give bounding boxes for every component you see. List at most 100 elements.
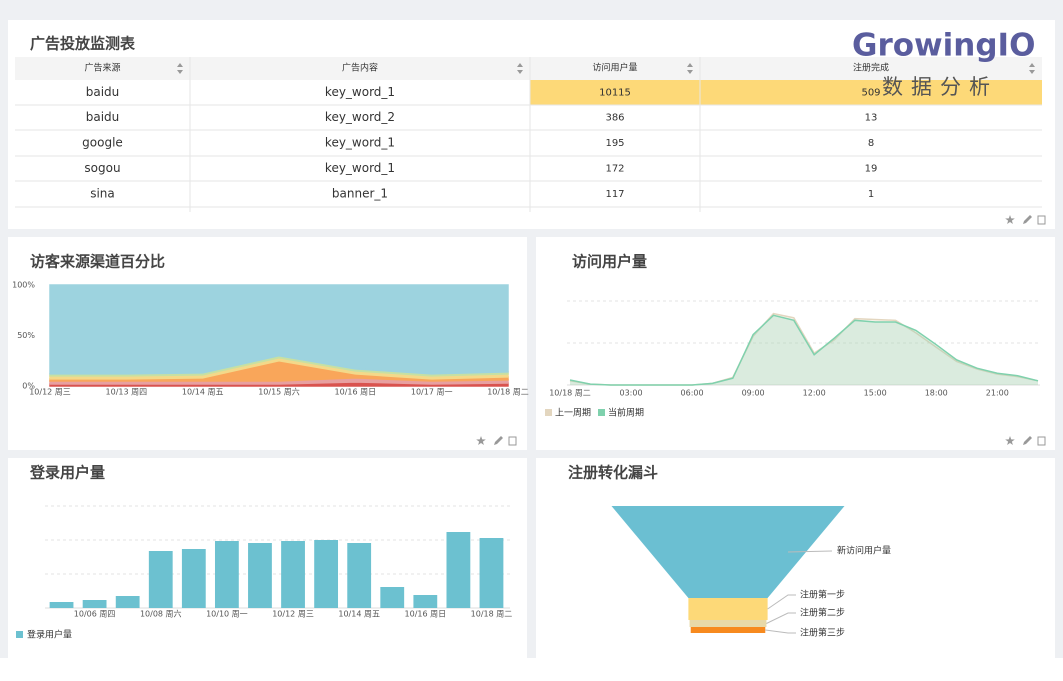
bar	[314, 540, 339, 608]
x-tick-label: 10/17 周一	[411, 388, 453, 397]
edit-icon[interactable]	[1023, 436, 1032, 445]
x-tick-label: 10/10 周一	[206, 610, 248, 619]
funnel-label: 注册第三步	[800, 627, 845, 639]
bar	[446, 532, 471, 608]
x-tick-label: 10/15 周六	[258, 387, 300, 397]
x-tick-label: 10/18 周二	[471, 610, 513, 619]
bar	[380, 587, 405, 608]
legend-swatch	[598, 409, 605, 416]
table-cell: 195	[605, 138, 624, 149]
table-cell: banner_1	[332, 187, 388, 201]
sort-icon[interactable]	[1029, 63, 1035, 74]
y-tick-label: 50%	[17, 331, 35, 340]
x-tick-label: 10/13 周四	[106, 388, 148, 397]
table-cell: key_word_1	[325, 161, 395, 175]
table-cell: baidu	[86, 110, 120, 124]
funnel-stage	[690, 627, 766, 633]
delete-icon[interactable]	[1037, 215, 1046, 225]
delete-icon[interactable]	[508, 436, 517, 446]
table-cell: sogou	[84, 161, 120, 175]
sort-icon[interactable]	[177, 63, 183, 74]
panel-title: 登录用户量	[29, 464, 105, 482]
table-cell: 172	[605, 164, 624, 175]
star-icon[interactable]	[476, 436, 486, 445]
sort-icon[interactable]	[687, 63, 693, 74]
panel-tools[interactable]	[476, 215, 1046, 446]
leader-line	[787, 550, 833, 553]
x-tick-label: 12:00	[803, 389, 826, 398]
x-tick-label: 10/18 周二	[549, 389, 591, 398]
table-cell: 117	[605, 189, 624, 200]
delete-icon[interactable]	[1037, 436, 1046, 446]
bar	[413, 595, 438, 608]
table-panel	[8, 20, 1055, 229]
table-cell: baidu	[86, 85, 120, 99]
edit-icon[interactable]	[1023, 215, 1032, 224]
legend-label: 登录用户量	[27, 629, 72, 641]
legend-swatch	[545, 409, 552, 416]
x-tick-label: 10/16 周日	[405, 610, 447, 619]
column-header: 广告内容	[342, 62, 378, 74]
table-cell: 8	[868, 138, 874, 149]
star-icon[interactable]	[1005, 436, 1015, 445]
x-tick-label: 10/12 周三	[29, 388, 71, 397]
line	[569, 314, 1039, 386]
star-icon[interactable]	[1005, 215, 1015, 224]
area	[49, 284, 509, 375]
funnel-label: 注册第一步	[800, 589, 845, 601]
table-cell: 10115	[599, 88, 631, 99]
table-cell: key_word_2	[325, 110, 395, 124]
table-cell: key_word_1	[325, 136, 395, 150]
y-tick-label: 100%	[12, 281, 35, 290]
x-tick-label: 18:00	[925, 389, 948, 398]
legend-label: 当前周期	[608, 407, 644, 419]
x-tick-label: 09:00	[742, 389, 765, 398]
table-cell: 13	[865, 113, 878, 124]
table-cell: 1	[868, 189, 874, 200]
funnel-stage	[688, 598, 768, 620]
bar	[214, 541, 239, 608]
table-cell: 386	[605, 113, 624, 124]
leader-line	[765, 629, 796, 634]
leader-line	[767, 594, 796, 610]
table-cell: 19	[865, 164, 878, 175]
table-header	[15, 57, 1042, 80]
x-tick-label: 10/12 周三	[272, 610, 314, 619]
x-tick-label: 15:00	[864, 389, 887, 398]
x-tick-label: 10/08 周六	[140, 609, 182, 619]
bar	[82, 600, 107, 608]
bar	[115, 596, 140, 608]
edit-icon[interactable]	[494, 436, 503, 445]
column-header: 广告来源	[84, 62, 120, 74]
bar	[347, 543, 372, 608]
table-cell: google	[82, 136, 123, 150]
funnel-label: 注册第二步	[800, 607, 845, 619]
bar	[181, 549, 206, 608]
bar	[479, 538, 504, 608]
highlight	[530, 80, 1042, 105]
table-cell: 509	[861, 88, 880, 99]
funnel-stage	[689, 620, 767, 627]
x-tick-label: 10/14 周五	[338, 610, 380, 619]
funnel-label: 新访问用户量	[837, 545, 891, 557]
logo: GrowingIO	[852, 28, 1035, 64]
x-tick-label: 10/16 周日	[335, 388, 377, 397]
x-tick-label: 10/18 周二	[487, 388, 529, 397]
bar	[49, 602, 74, 608]
x-tick-label: 21:00	[986, 389, 1009, 398]
chart-grid	[45, 300, 1040, 575]
x-tick-label: 06:00	[681, 389, 704, 398]
legend-label: 上一周期	[555, 408, 591, 419]
column-header: 访问用户量	[592, 62, 637, 74]
bar	[281, 541, 305, 608]
sort-icon[interactable]	[517, 63, 523, 74]
panel-title: 访问用户量	[572, 253, 647, 271]
bar	[148, 551, 173, 608]
column-header: 注册完成	[853, 62, 889, 74]
legend-swatch	[16, 631, 23, 638]
bar	[248, 543, 272, 608]
leader-line	[766, 612, 796, 624]
